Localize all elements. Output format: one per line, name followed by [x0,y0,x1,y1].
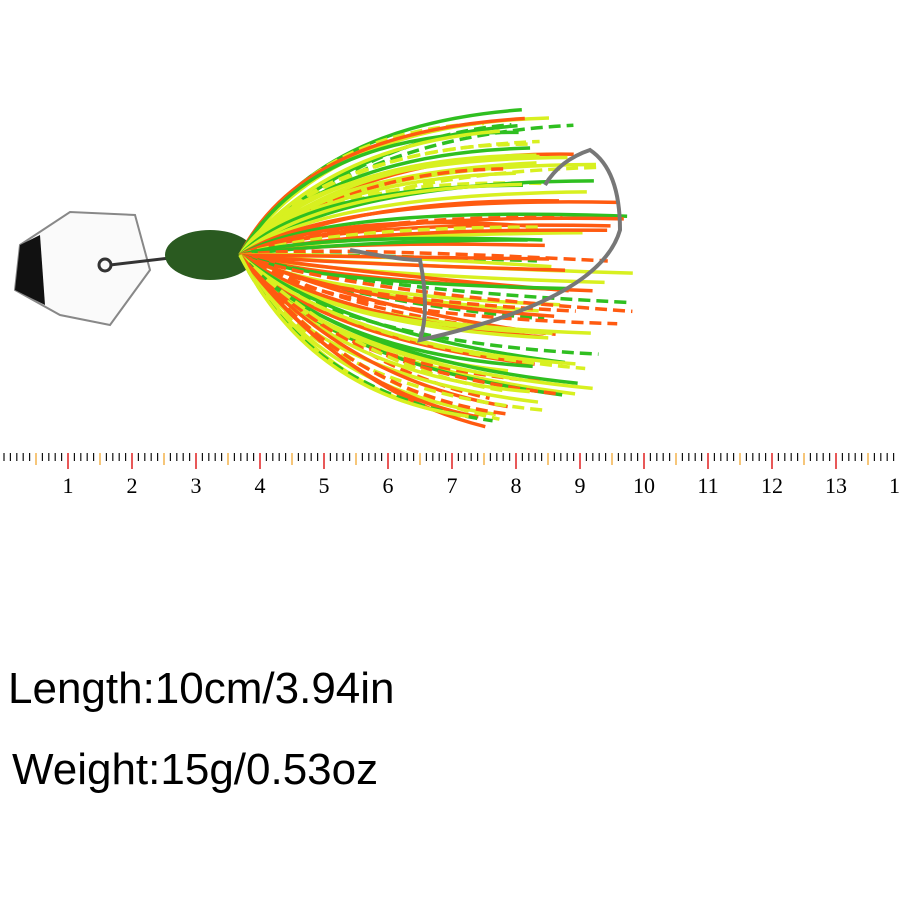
skirt-strand [239,253,544,339]
ruler-label: 1 [63,473,74,498]
blade-edge [15,235,45,305]
ruler: 1234567891011121314 [3,453,900,498]
jig-head [165,230,255,280]
skirt-strand [238,253,507,416]
weight-spec: Weight:15g/0.53oz [12,745,379,794]
ruler-label: 3 [191,473,202,498]
skirt-strand [238,253,599,356]
skirt-strand [238,254,469,419]
ruler-label: 14 [889,473,900,498]
skirt-strand [239,253,633,314]
skirt-strand [238,253,586,371]
skirt-strand [238,139,540,257]
skirt [238,108,633,429]
fishing-lure-image [13,108,633,429]
skirt-strand [238,182,523,257]
hook [349,147,623,343]
ruler-label: 4 [255,473,266,498]
ruler-label: 11 [697,473,718,498]
ruler-label: 10 [633,473,655,498]
ruler-label: 8 [511,473,522,498]
length-spec: Length:10cm/3.94in [8,664,395,713]
skirt-strand [239,215,563,257]
skirt-strand [239,253,550,261]
ruler-label: 6 [383,473,394,498]
skirt-strand [239,253,627,305]
ruler-label: 9 [575,473,586,498]
ruler-label: 12 [761,473,783,498]
ruler-label: 7 [447,473,458,498]
skirt-strand [238,253,506,393]
ruler-label: 5 [319,473,330,498]
blade [13,210,152,327]
ruler-label: 13 [825,473,847,498]
ruler-label: 2 [127,473,138,498]
